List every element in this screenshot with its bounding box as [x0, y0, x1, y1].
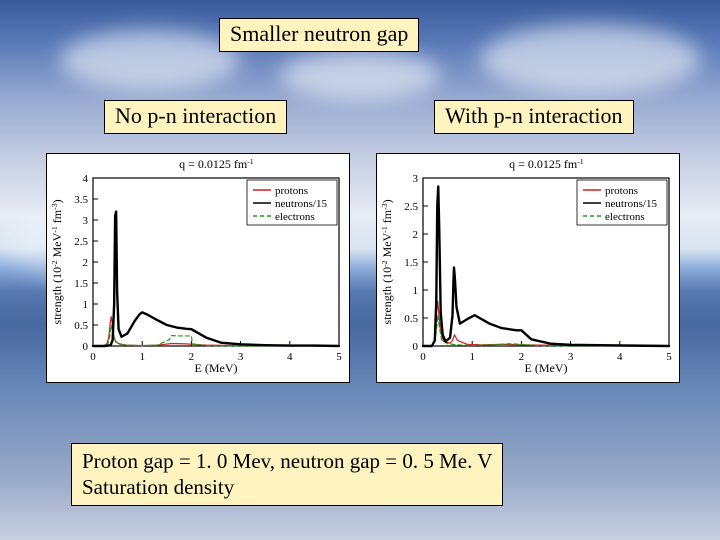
title-text: Smaller neutron gap	[230, 21, 408, 46]
left-label-text: No p-n interaction	[115, 103, 276, 128]
xtick-label: 0	[90, 351, 96, 363]
ytick-label: 2	[83, 257, 89, 269]
legend-label: electrons	[605, 211, 645, 223]
ytick-label: 2.5	[74, 236, 88, 248]
legend-label: neutrons/15	[605, 198, 657, 210]
cloud	[480, 24, 700, 94]
ytick-label: 0.5	[74, 320, 88, 332]
ytick-label: 2.5	[404, 201, 418, 213]
xtick-label: 2	[189, 351, 195, 363]
xtick-label: 1	[469, 351, 475, 363]
title-box: Smaller neutron gap	[219, 18, 419, 52]
legend-label: neutrons/15	[275, 198, 327, 210]
xtick-label: 4	[617, 351, 623, 363]
cloud	[60, 30, 240, 90]
y-axis-label: strength (10-2 MeV-1 fm-3)	[50, 199, 65, 324]
right-chart-panel: 01234500.511.522.53E (MeV)strength (10-2…	[376, 153, 680, 383]
caption-line2: Saturation density	[82, 475, 234, 499]
legend-label: electrons	[275, 211, 315, 223]
ytick-label: 0	[413, 341, 419, 353]
ytick-label: 1.5	[404, 257, 418, 269]
xtick-label: 3	[568, 351, 574, 363]
x-axis-label: E (MeV)	[195, 361, 238, 375]
ytick-label: 0	[83, 341, 89, 353]
xtick-label: 2	[519, 351, 525, 363]
caption-line1: Proton gap = 1. 0 Mev, neutron gap = 0. …	[82, 449, 492, 473]
ytick-label: 1	[83, 299, 89, 311]
cloud	[280, 50, 440, 100]
xtick-label: 5	[336, 351, 342, 363]
q-label: q = 0.0125 fm-1	[509, 157, 584, 172]
ytick-label: 2	[413, 229, 419, 241]
q-label: q = 0.0125 fm-1	[179, 157, 254, 172]
series-line	[93, 212, 339, 346]
xtick-label: 4	[287, 351, 293, 363]
left-chart-panel: 0 1 2 3 4 5 0 0.5 1 1.5 2 2.5 3 3.5 4 E (MeV) strength (…	[46, 153, 350, 383]
chart-svg: 0 1 2 3 4 5 0 0.5 1 1.5 2 2.5 3 3.5 4 E (MeV) strength (…	[47, 154, 349, 382]
ytick-label: 1.5	[74, 278, 88, 290]
y-axis-label: strength (10-2 MeV-1 fm-3)	[380, 199, 395, 324]
xtick-label: 0	[420, 351, 426, 363]
chart-svg: 01234500.511.522.53E (MeV)strength (10-2…	[377, 154, 679, 382]
ytick-label: 3.5	[74, 194, 88, 206]
right-panel-label: With p-n interaction	[434, 100, 634, 134]
xtick-label: 3	[238, 351, 244, 363]
x-axis-label: E (MeV)	[525, 361, 568, 375]
ytick-label: 4	[83, 173, 89, 185]
legend-label: protons	[275, 185, 308, 197]
left-panel-label: No p-n interaction	[104, 100, 287, 134]
ytick-label: 1	[413, 285, 419, 297]
ytick-label: 0.5	[404, 313, 418, 325]
legend-label: protons	[605, 185, 638, 197]
caption-box: Proton gap = 1. 0 Mev, neutron gap = 0. …	[71, 443, 503, 506]
ytick-label: 3	[83, 215, 89, 227]
right-label-text: With p-n interaction	[445, 103, 623, 128]
xtick-label: 1	[139, 351, 145, 363]
xtick-label: 5	[666, 351, 672, 363]
ytick-label: 3	[413, 173, 419, 185]
